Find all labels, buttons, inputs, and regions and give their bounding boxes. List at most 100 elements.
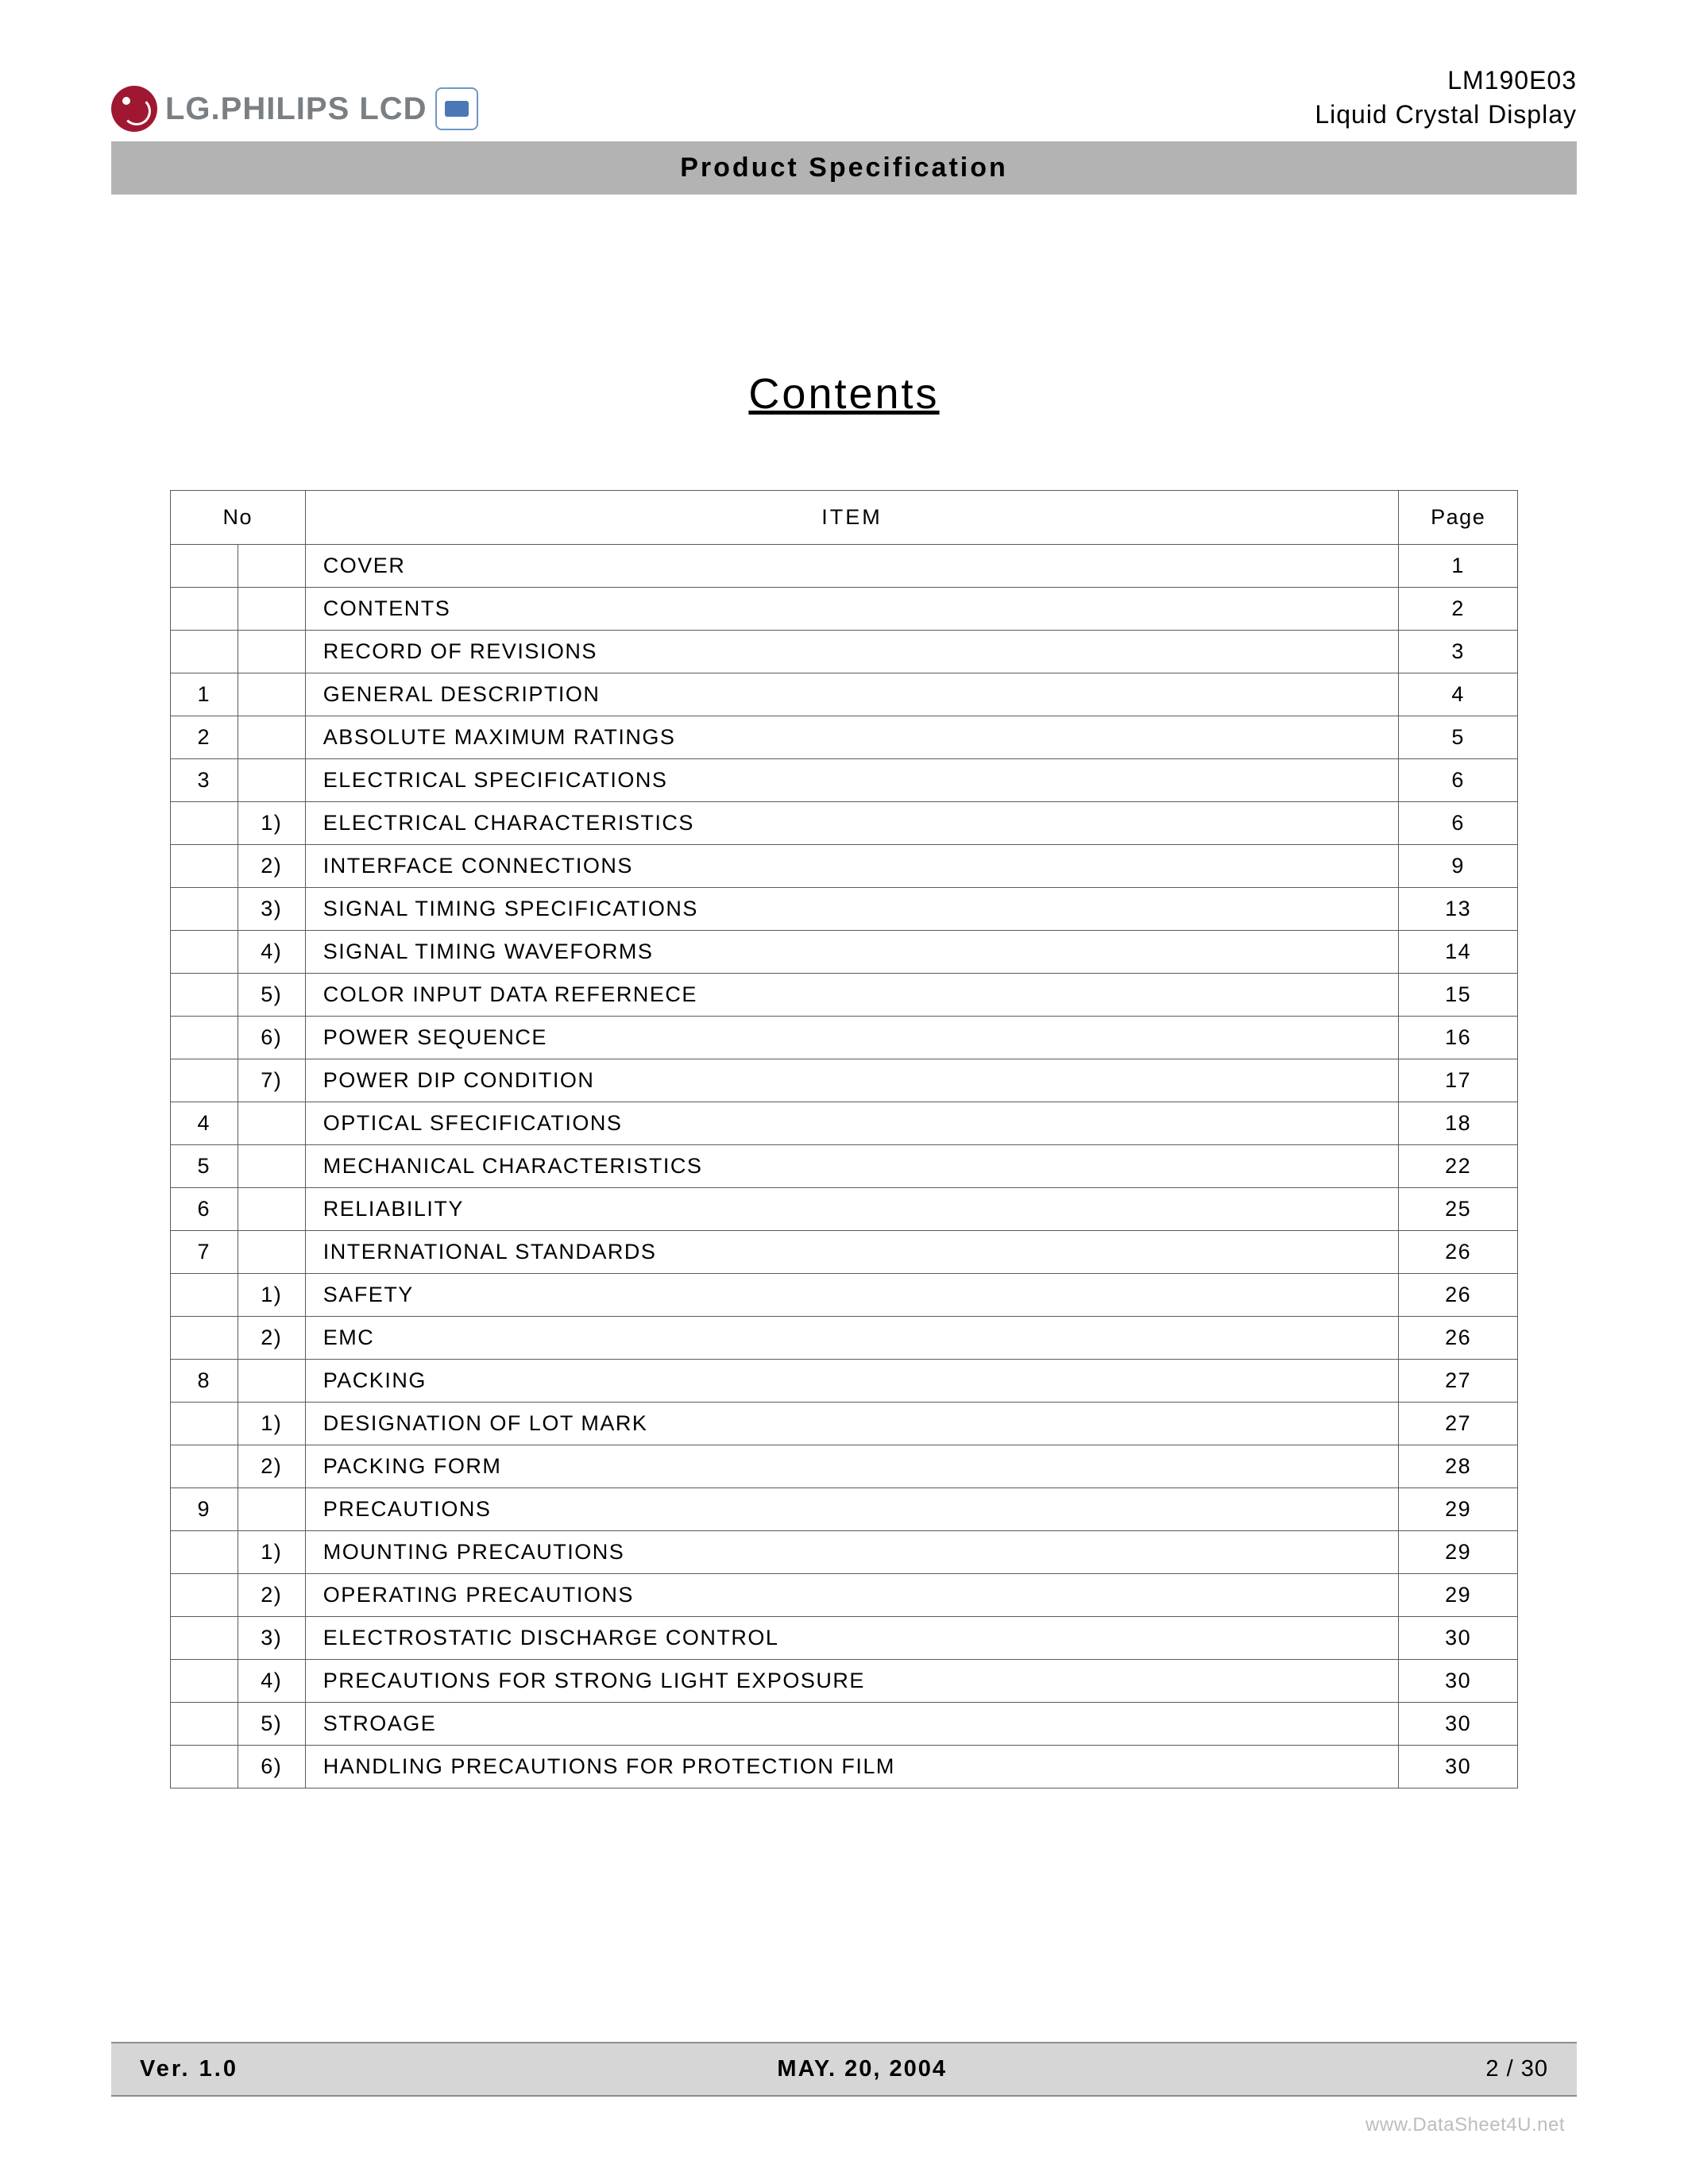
cell-no-sub bbox=[238, 1488, 305, 1531]
col-header-page: Page bbox=[1399, 491, 1518, 545]
cell-page: 1 bbox=[1399, 545, 1518, 588]
cell-page: 30 bbox=[1399, 1617, 1518, 1660]
cell-no-sub: 2) bbox=[238, 1445, 305, 1488]
cell-page: 26 bbox=[1399, 1231, 1518, 1274]
cell-item: PRECAUTIONS bbox=[305, 1488, 1398, 1531]
cell-item: COVER bbox=[305, 545, 1398, 588]
cell-page: 29 bbox=[1399, 1488, 1518, 1531]
page-title: Contents bbox=[111, 369, 1577, 419]
cell-no-sub: 5) bbox=[238, 974, 305, 1017]
cell-no-sub: 4) bbox=[238, 931, 305, 974]
product-code: LM190E03 bbox=[1315, 64, 1577, 98]
cell-no-sub: 3) bbox=[238, 1617, 305, 1660]
cell-no-main bbox=[170, 1574, 238, 1617]
cell-no-sub bbox=[238, 631, 305, 673]
cell-page: 25 bbox=[1399, 1188, 1518, 1231]
cell-item: SAFETY bbox=[305, 1274, 1398, 1317]
table-row: 4)SIGNAL TIMING WAVEFORMS14 bbox=[170, 931, 1517, 974]
table-header-row: No ITEM Page bbox=[170, 491, 1517, 545]
cell-no-sub bbox=[238, 1231, 305, 1274]
cell-item: SIGNAL TIMING WAVEFORMS bbox=[305, 931, 1398, 974]
cell-item: SIGNAL TIMING SPECIFICATIONS bbox=[305, 888, 1398, 931]
cell-page: 2 bbox=[1399, 588, 1518, 631]
table-row: 1 GENERAL DESCRIPTION4 bbox=[170, 673, 1517, 716]
cell-no-main bbox=[170, 1617, 238, 1660]
cell-page: 15 bbox=[1399, 974, 1518, 1017]
cell-no-sub: 1) bbox=[238, 1274, 305, 1317]
cell-item: GENERAL DESCRIPTION bbox=[305, 673, 1398, 716]
cell-no-main: 1 bbox=[170, 673, 238, 716]
cell-no-sub bbox=[238, 1188, 305, 1231]
cell-item: STROAGE bbox=[305, 1703, 1398, 1746]
cell-no-main: 4 bbox=[170, 1102, 238, 1145]
table-row: 6)HANDLING PRECAUTIONS FOR PROTECTION FI… bbox=[170, 1746, 1517, 1788]
cell-no-main bbox=[170, 1317, 238, 1360]
cell-no-main bbox=[170, 1017, 238, 1059]
cell-item: ELECTROSTATIC DISCHARGE CONTROL bbox=[305, 1617, 1398, 1660]
cell-page: 18 bbox=[1399, 1102, 1518, 1145]
document-header: LG.PHILIPS LCD LM190E03 Liquid Crystal D… bbox=[111, 64, 1577, 132]
cell-item: HANDLING PRECAUTIONS FOR PROTECTION FILM bbox=[305, 1746, 1398, 1788]
table-row: 2)INTERFACE CONNECTIONS9 bbox=[170, 845, 1517, 888]
cell-item: POWER DIP CONDITION bbox=[305, 1059, 1398, 1102]
cell-no-main bbox=[170, 588, 238, 631]
cell-page: 27 bbox=[1399, 1403, 1518, 1445]
brand-logo: LG.PHILIPS LCD bbox=[111, 86, 478, 132]
cell-no-main bbox=[170, 1531, 238, 1574]
contents-table: No ITEM Page COVER1CONTENTS2RECORD OF RE… bbox=[170, 490, 1518, 1788]
cell-no-main: 7 bbox=[170, 1231, 238, 1274]
cell-no-sub: 4) bbox=[238, 1660, 305, 1703]
cell-no-main bbox=[170, 1403, 238, 1445]
table-row: 7)POWER DIP CONDITION17 bbox=[170, 1059, 1517, 1102]
table-row: 9PRECAUTIONS29 bbox=[170, 1488, 1517, 1531]
footer-version: Ver. 1.0 bbox=[140, 2056, 238, 2082]
cell-item: POWER SEQUENCE bbox=[305, 1017, 1398, 1059]
col-header-item: ITEM bbox=[305, 491, 1398, 545]
cell-page: 22 bbox=[1399, 1145, 1518, 1188]
table-row: 8 PACKING27 bbox=[170, 1360, 1517, 1403]
cell-no-main: 8 bbox=[170, 1360, 238, 1403]
cell-page: 16 bbox=[1399, 1017, 1518, 1059]
cell-no-sub bbox=[238, 759, 305, 802]
logo-text: LG.PHILIPS LCD bbox=[165, 91, 427, 127]
cell-item: ELECTRICAL SPECIFICATIONS bbox=[305, 759, 1398, 802]
cell-no-main bbox=[170, 545, 238, 588]
philips-badge-icon bbox=[435, 87, 478, 130]
cell-page: 13 bbox=[1399, 888, 1518, 931]
table-row: 1)MOUNTING PRECAUTIONS29 bbox=[170, 1531, 1517, 1574]
table-row: 1)DESIGNATION OF LOT MARK27 bbox=[170, 1403, 1517, 1445]
table-row: RECORD OF REVISIONS3 bbox=[170, 631, 1517, 673]
cell-item: PACKING FORM bbox=[305, 1445, 1398, 1488]
table-row: COVER1 bbox=[170, 545, 1517, 588]
cell-page: 4 bbox=[1399, 673, 1518, 716]
cell-item: INTERNATIONAL STANDARDS bbox=[305, 1231, 1398, 1274]
table-row: 2)OPERATING PRECAUTIONS29 bbox=[170, 1574, 1517, 1617]
cell-no-main bbox=[170, 1445, 238, 1488]
cell-item: RELIABILITY bbox=[305, 1188, 1398, 1231]
cell-no-main bbox=[170, 1059, 238, 1102]
cell-no-sub bbox=[238, 716, 305, 759]
cell-page: 5 bbox=[1399, 716, 1518, 759]
cell-no-sub bbox=[238, 673, 305, 716]
cell-no-sub: 3) bbox=[238, 888, 305, 931]
cell-no-main bbox=[170, 1703, 238, 1746]
col-header-no: No bbox=[170, 491, 305, 545]
cell-page: 3 bbox=[1399, 631, 1518, 673]
footer-date: MAY. 20, 2004 bbox=[777, 2056, 947, 2082]
cell-no-sub bbox=[238, 545, 305, 588]
cell-no-main bbox=[170, 845, 238, 888]
cell-item: CONTENTS bbox=[305, 588, 1398, 631]
cell-item: DESIGNATION OF LOT MARK bbox=[305, 1403, 1398, 1445]
table-row: 1)SAFETY26 bbox=[170, 1274, 1517, 1317]
cell-page: 28 bbox=[1399, 1445, 1518, 1488]
table-row: 5)STROAGE30 bbox=[170, 1703, 1517, 1746]
cell-page: 27 bbox=[1399, 1360, 1518, 1403]
cell-item: RECORD OF REVISIONS bbox=[305, 631, 1398, 673]
table-row: CONTENTS2 bbox=[170, 588, 1517, 631]
cell-no-sub: 1) bbox=[238, 1403, 305, 1445]
cell-item: ABSOLUTE MAXIMUM RATINGS bbox=[305, 716, 1398, 759]
watermark-text: www.DataSheet4U.net bbox=[1365, 2114, 1565, 2136]
cell-page: 17 bbox=[1399, 1059, 1518, 1102]
cell-no-sub: 1) bbox=[238, 802, 305, 845]
cell-item: PACKING bbox=[305, 1360, 1398, 1403]
